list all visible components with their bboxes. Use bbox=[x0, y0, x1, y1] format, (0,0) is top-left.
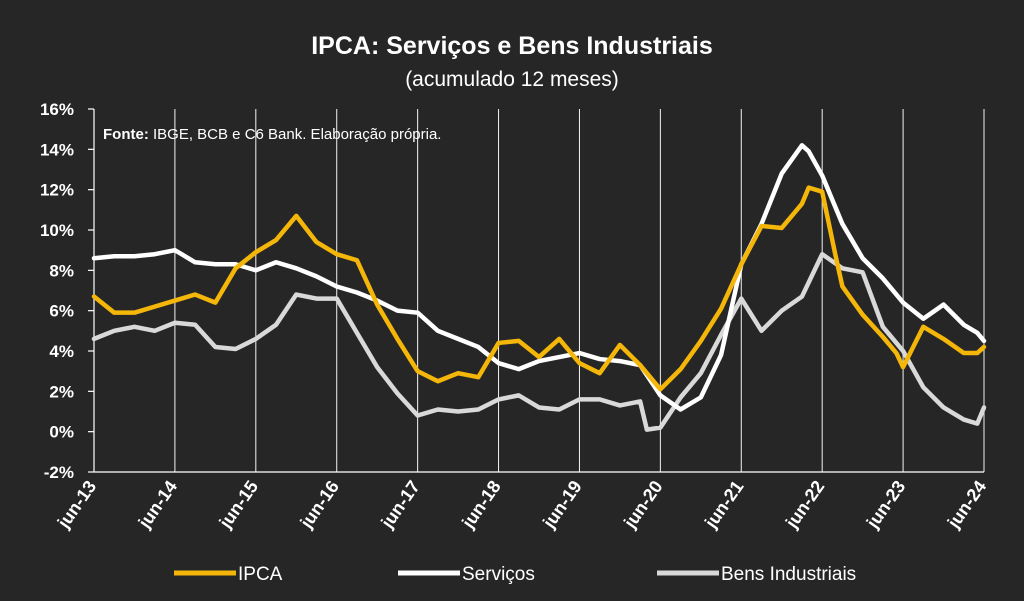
y-tick-label: 14% bbox=[40, 140, 74, 159]
series-layer bbox=[91, 143, 987, 432]
legend-label-ipca: IPCA bbox=[238, 564, 283, 585]
y-tick-label: 12% bbox=[40, 181, 74, 200]
legend-item-ipca: IPCA bbox=[174, 564, 283, 585]
grid-layer bbox=[93, 109, 985, 472]
source-note: Fonte: IBGE, BCB e C6 Bank. Elaboração p… bbox=[103, 126, 441, 143]
chart-title: IPCA: Serviços e Bens Industriais bbox=[311, 32, 713, 60]
y-tick-label: 10% bbox=[40, 221, 74, 240]
source-label: Fonte: bbox=[103, 126, 149, 143]
chart-subtitle: (acumulado 12 meses) bbox=[405, 68, 619, 91]
legend-label-servicos: Serviços bbox=[462, 564, 535, 585]
y-tick-label: -2% bbox=[44, 463, 74, 482]
y-tick-label: 8% bbox=[49, 261, 74, 280]
y-tick-label: 16% bbox=[40, 100, 74, 119]
y-tick-labels: 16% 14% 12% 10% 8% 6% 4% 2% 0% -2% bbox=[40, 100, 74, 482]
y-tick-label: 4% bbox=[49, 342, 74, 361]
source-text: IBGE, BCB e C6 Bank. Elaboração própria. bbox=[149, 126, 442, 143]
axis-layer bbox=[88, 108, 984, 473]
legend: IPCA Serviços Bens Industriais bbox=[174, 564, 856, 585]
legend-label-bens: Bens Industriais bbox=[721, 564, 856, 585]
legend-item-servicos: Serviços bbox=[398, 564, 535, 585]
legend-item-bens: Bens Industriais bbox=[657, 564, 856, 585]
y-tick-label: 2% bbox=[49, 382, 74, 401]
y-tick-label: 0% bbox=[49, 423, 74, 442]
series-line-bens bbox=[91, 251, 987, 432]
y-tick-label: 6% bbox=[49, 302, 74, 321]
series-line-servicos bbox=[91, 143, 987, 412]
series-line-ipca bbox=[91, 185, 987, 392]
